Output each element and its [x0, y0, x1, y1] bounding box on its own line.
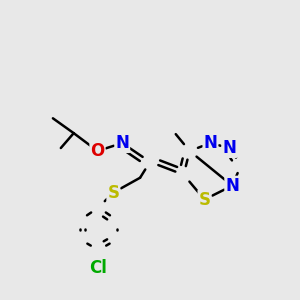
Text: N: N — [225, 177, 239, 195]
Text: S: S — [199, 190, 211, 208]
Text: S: S — [107, 184, 119, 202]
Text: O: O — [90, 142, 105, 160]
Text: N: N — [115, 134, 129, 152]
Text: N: N — [203, 134, 218, 152]
Text: Cl: Cl — [89, 259, 107, 277]
Text: N: N — [222, 139, 236, 157]
